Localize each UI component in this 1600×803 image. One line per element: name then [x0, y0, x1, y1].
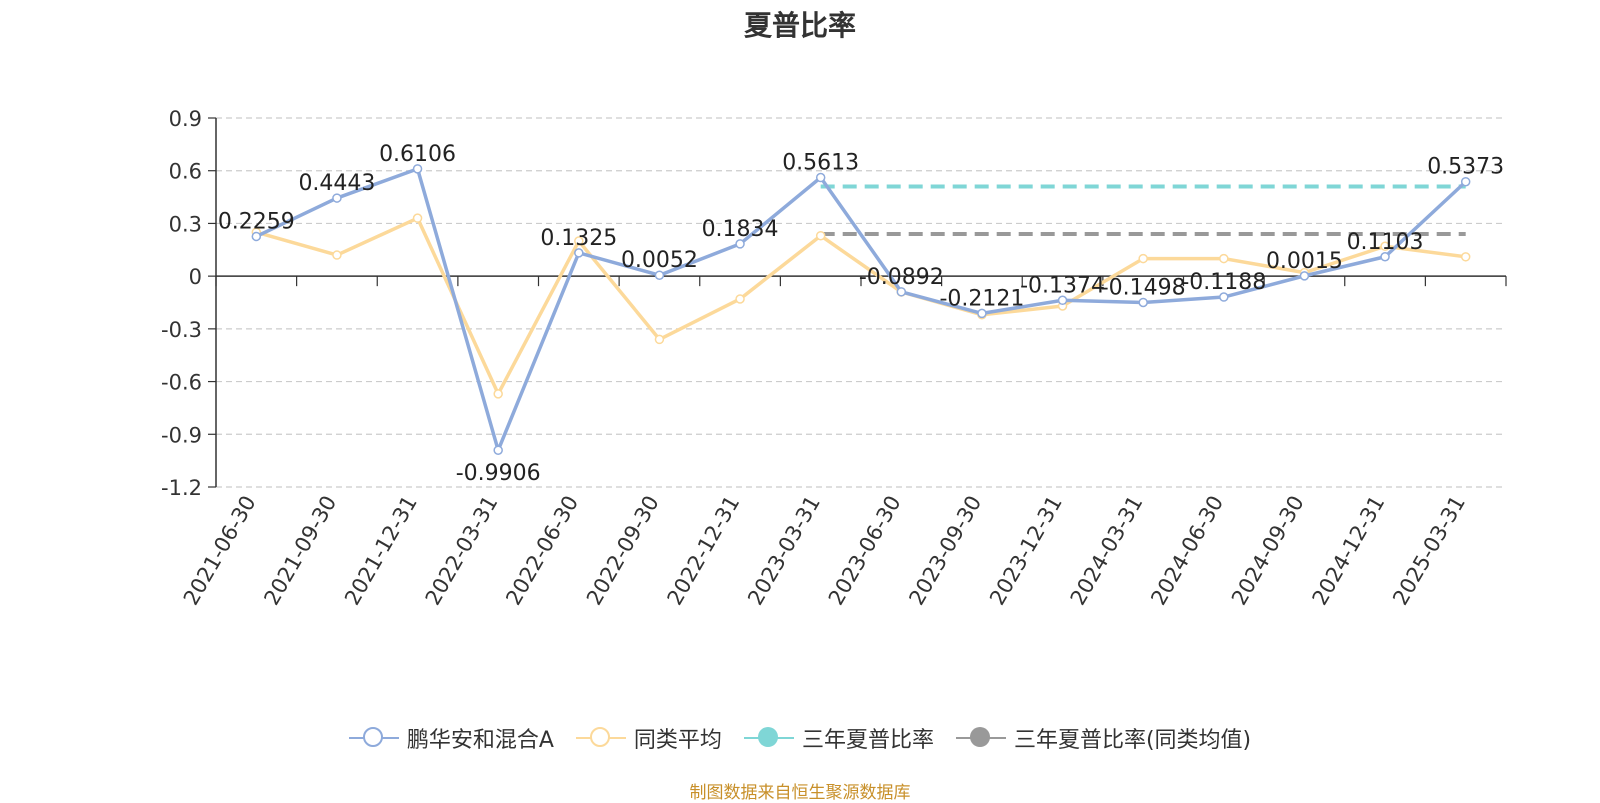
legend-item-fund[interactable]: 鹏华安和混合A	[348, 722, 554, 754]
data-point	[815, 172, 826, 183]
data-point	[977, 308, 987, 319]
legend-item-three-year-sharpe[interactable]: 三年夏普比率	[743, 722, 934, 754]
x-tick-label: 2022-06-30	[501, 492, 583, 610]
data-point	[1299, 271, 1310, 281]
x-tick-label: 2024-09-30	[1227, 492, 1309, 610]
data-label: 0.1834	[702, 217, 779, 242]
y-tick-label: 0	[189, 265, 202, 289]
legend-label-three-year-sharpe: 三年夏普比率	[801, 728, 934, 753]
data-point	[1380, 252, 1390, 262]
data-point	[412, 213, 423, 223]
x-tick-label: 2024-06-30	[1146, 492, 1228, 610]
data-point	[1138, 253, 1148, 264]
y-tick-label: -0.9	[161, 423, 202, 447]
data-point	[735, 294, 745, 304]
chart-legend: 鹏华安和混合A 同类平均 三年夏普比率 三年夏普比率(同类均值)	[0, 722, 1600, 754]
data-point	[1380, 241, 1390, 252]
x-tick-label: 2025-03-31	[1388, 492, 1470, 610]
legend-marker-peer-icon	[575, 725, 626, 751]
data-label: 0.0015	[1266, 249, 1343, 274]
data-point	[332, 250, 342, 260]
data-label: -0.1498	[1101, 275, 1186, 300]
data-label: 0.1325	[540, 226, 617, 251]
x-tick-label: 2024-12-31	[1308, 492, 1390, 610]
data-label: 0.2259	[218, 209, 295, 234]
data-point	[735, 239, 745, 249]
x-tick-label: 2023-03-31	[743, 492, 825, 610]
data-point	[1138, 297, 1148, 308]
data-point	[251, 231, 262, 242]
y-tick-label: -1.2	[161, 476, 202, 500]
legend-marker-three-year-icon	[743, 725, 794, 751]
legend-label-three-year-sharpe-peer: 三年夏普比率(同类均值)	[1013, 728, 1252, 753]
data-label: 0.5613	[782, 151, 859, 176]
x-tick-label: 2021-12-31	[340, 492, 422, 610]
data-point	[493, 389, 503, 399]
x-tick-label: 2023-12-31	[985, 492, 1067, 610]
y-tick-label: 0.6	[169, 160, 202, 184]
legend-label-peer-average: 同类平均	[633, 728, 722, 753]
chart-title: 夏普比率	[743, 9, 856, 42]
data-point	[1460, 176, 1471, 187]
data-point	[332, 193, 342, 203]
data-point	[574, 248, 584, 258]
y-tick-label: 0.3	[169, 212, 202, 236]
legend-label-fund: 鹏华安和混合A	[406, 728, 554, 753]
data-point	[1219, 292, 1229, 302]
data-point	[574, 236, 584, 246]
data-label: 0.5373	[1427, 155, 1504, 180]
x-tick-label: 2022-03-31	[421, 492, 503, 610]
data-label: -0.9906	[456, 461, 541, 486]
data-label: 0.1103	[1347, 230, 1424, 255]
data-point	[654, 270, 665, 280]
data-label: -0.0892	[859, 265, 944, 290]
legend-marker-three-year-peer-icon	[955, 725, 1006, 751]
x-tick-label: 2024-03-31	[1066, 492, 1148, 610]
x-tick-label: 2021-06-30	[179, 492, 261, 610]
data-label: 0.4443	[298, 171, 375, 196]
y-tick-label: 0.9	[169, 107, 202, 131]
data-label: -0.1374	[1020, 273, 1105, 298]
data-point	[1057, 295, 1068, 306]
x-tick-label: 2021-09-30	[259, 492, 341, 610]
legend-item-three-year-sharpe-peer[interactable]: 三年夏普比率(同类均值)	[955, 722, 1252, 754]
data-point	[654, 334, 665, 345]
x-tick-label: 2022-12-31	[663, 492, 745, 610]
data-point	[412, 164, 423, 174]
series-line	[255, 167, 1467, 452]
legend-marker-fund-icon	[348, 725, 399, 751]
data-point	[815, 230, 826, 241]
y-tick-label: -0.3	[161, 318, 202, 342]
data-source-note: 制图数据来自恒生聚源数据库	[689, 783, 911, 803]
data-point	[493, 445, 503, 455]
data-label: 0.0052	[621, 248, 698, 273]
x-tick-label: 2022-09-30	[582, 492, 664, 610]
data-point	[1219, 253, 1229, 264]
data-point	[896, 287, 907, 297]
y-tick-label: -0.6	[161, 371, 202, 395]
legend-item-peer-average[interactable]: 同类平均	[575, 722, 722, 754]
data-label: 0.6106	[379, 142, 456, 167]
data-label: -0.1188	[1181, 270, 1266, 295]
data-point	[1460, 252, 1471, 262]
x-tick-label: 2023-06-30	[824, 492, 906, 610]
data-label: -0.2121	[939, 286, 1024, 311]
x-tick-label: 2023-09-30	[904, 492, 986, 610]
